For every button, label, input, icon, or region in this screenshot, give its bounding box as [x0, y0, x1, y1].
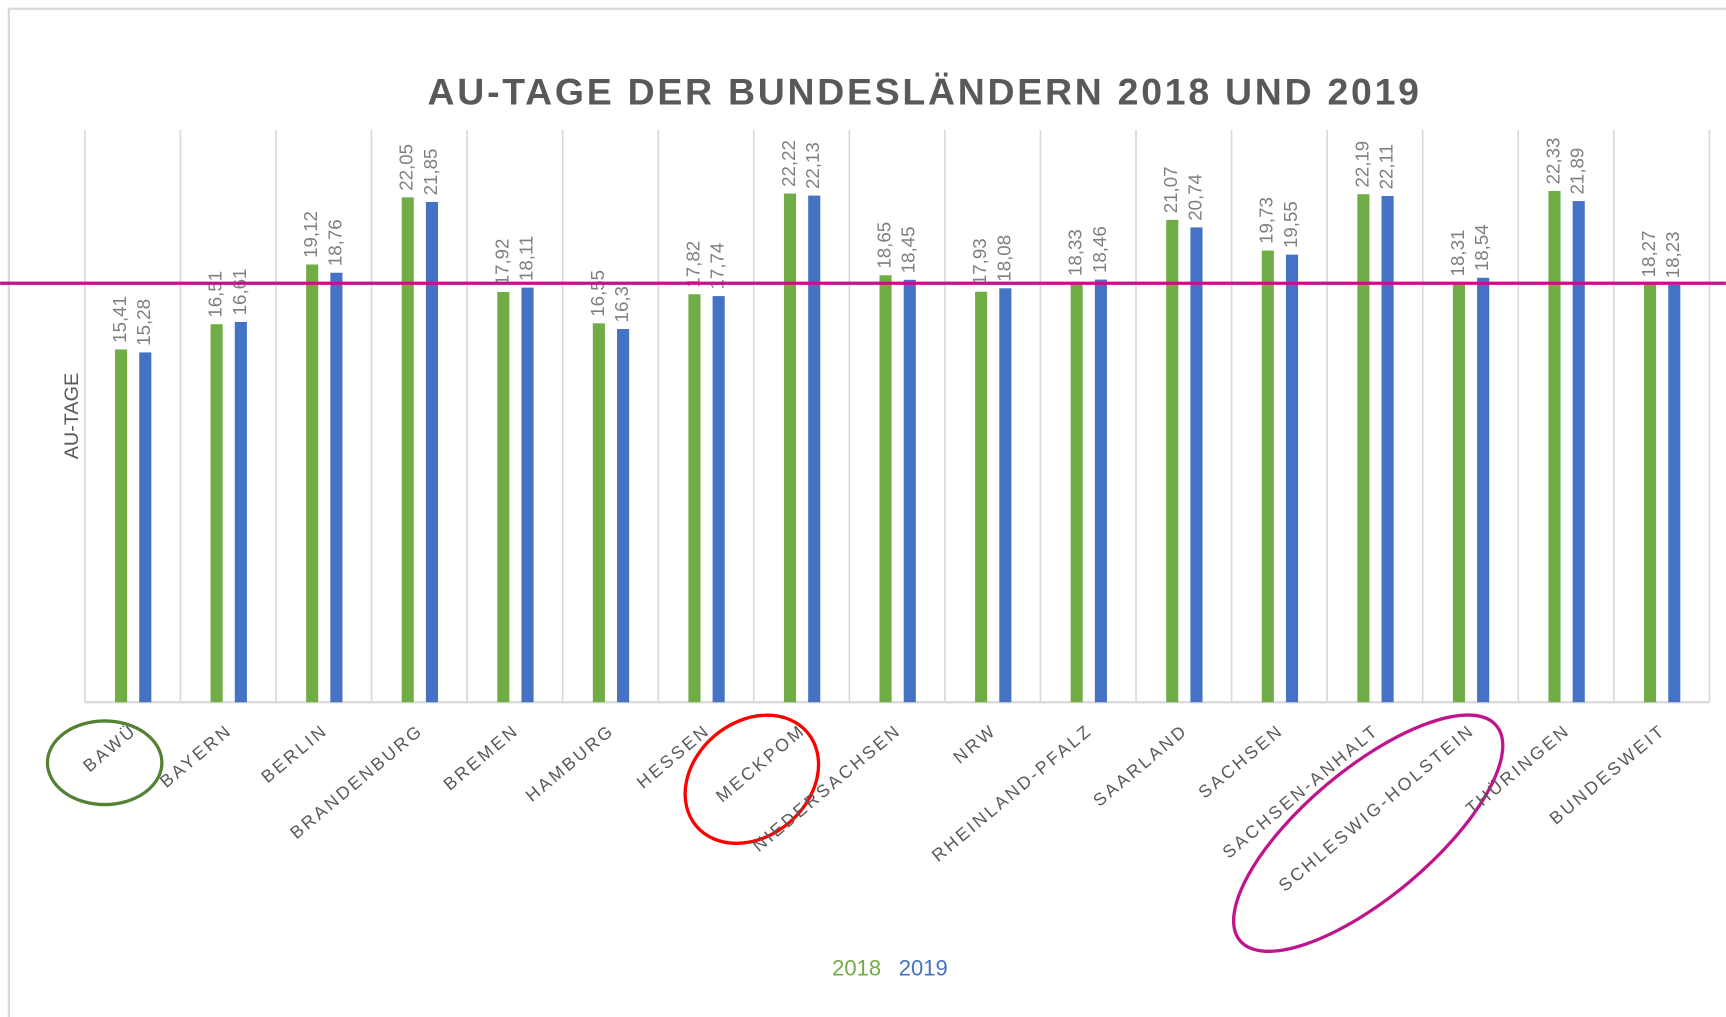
- value-label: 20,74: [1184, 174, 1205, 221]
- bar: [999, 288, 1012, 703]
- bar: [688, 294, 701, 703]
- bar: [783, 193, 797, 703]
- y-axis-label: AU-TAGE: [61, 373, 83, 460]
- bar: [1644, 283, 1657, 703]
- chart-border: [7, 7, 1726, 1017]
- value-label: 18,11: [515, 236, 536, 281]
- bar: [1070, 282, 1083, 703]
- x-tick-label: SAARLAND: [1089, 720, 1191, 810]
- value-label: 22,22: [778, 140, 799, 187]
- value-label: 22,05: [396, 144, 417, 191]
- bar: [879, 275, 892, 703]
- bar: [521, 287, 534, 703]
- bar: [1668, 284, 1681, 703]
- bar: [1190, 227, 1203, 703]
- bar: [1477, 277, 1490, 703]
- bar: [1381, 196, 1394, 703]
- value-label: 19,73: [1256, 197, 1277, 244]
- value-label: 16,51: [205, 271, 226, 318]
- bar: [1166, 219, 1179, 703]
- bar: [808, 195, 821, 703]
- value-label: 21,85: [420, 149, 441, 196]
- value-label: 19,55: [1280, 201, 1301, 248]
- value-label: 18,65: [874, 222, 895, 269]
- highlight-circle: [45, 719, 164, 807]
- bar: [234, 321, 247, 703]
- bar: [425, 201, 439, 703]
- value-label: 21,07: [1160, 166, 1181, 213]
- bar: [1548, 191, 1561, 703]
- bar: [330, 272, 343, 703]
- x-tick-label: SACHSEN-ANHALT: [1218, 720, 1382, 862]
- value-label: 16,61: [229, 269, 250, 316]
- value-label: 17,93: [969, 238, 990, 285]
- value-label: 17,82: [682, 241, 703, 288]
- bar: [306, 264, 319, 703]
- value-label: 15,41: [109, 296, 130, 343]
- x-tick-label: NRW: [949, 720, 1000, 767]
- value-label: 18,33: [1065, 229, 1086, 276]
- bar: [592, 323, 605, 703]
- value-label: 17,92: [491, 239, 512, 286]
- legend-label: 2019: [899, 955, 948, 980]
- bar: [903, 279, 916, 703]
- bar: [617, 329, 630, 703]
- bar: [210, 324, 223, 703]
- highlight-circle: [683, 713, 821, 845]
- value-label: 16,3: [611, 286, 632, 322]
- value-label: 18,76: [324, 219, 345, 266]
- bar: [1094, 279, 1107, 703]
- value-label: 15,28: [133, 299, 154, 346]
- x-tick-label: MECKPOM: [712, 720, 809, 806]
- bar: [1357, 194, 1370, 703]
- value-label: 19,12: [300, 211, 321, 258]
- value-label: 18,23: [1662, 231, 1683, 278]
- chart-title: AU-TAGE DER BUNDESLÄNDERN 2018 UND 2019: [428, 71, 1422, 113]
- value-label: 22,33: [1542, 138, 1563, 185]
- value-label: 18,45: [898, 226, 919, 273]
- value-label: 18,54: [1471, 224, 1492, 271]
- value-label: 22,19: [1351, 141, 1372, 188]
- bar: [712, 296, 725, 703]
- x-tick-label: HESSEN: [633, 720, 714, 792]
- x-tick-label: RHEINLAND-PFALZ: [928, 720, 1096, 866]
- x-tick-label: HAMBURG: [522, 720, 619, 806]
- legend-label: 2018: [832, 955, 881, 980]
- value-label: 17,74: [707, 243, 728, 290]
- bar: [1285, 254, 1299, 703]
- bar: [1572, 201, 1585, 703]
- bar: [115, 349, 128, 703]
- bar: [1261, 250, 1274, 703]
- highlight-circle: [1231, 713, 1505, 953]
- value-label: 21,89: [1567, 148, 1588, 195]
- bar: [975, 291, 988, 703]
- bar: [401, 197, 414, 703]
- value-label: 18,46: [1089, 226, 1110, 273]
- value-label: 18,27: [1638, 231, 1659, 278]
- x-tick-label: SACHSEN: [1194, 720, 1287, 802]
- value-label: 16,55: [587, 270, 608, 317]
- bar: [1452, 283, 1465, 703]
- value-label: 22,11: [1376, 144, 1397, 189]
- x-tick-label: BAYERN: [156, 720, 236, 792]
- x-tick-label: SCHLESWIG-HOLSTEIN: [1275, 720, 1479, 895]
- bar: [497, 291, 510, 703]
- x-tick-label: BERLIN: [257, 720, 331, 787]
- bar: [139, 352, 152, 703]
- value-label: 18,08: [993, 235, 1014, 282]
- x-tick-label: BAWÜ: [79, 720, 140, 776]
- x-tick-label: BREMEN: [439, 720, 522, 794]
- value-label: 22,13: [802, 142, 823, 189]
- value-label: 18,31: [1447, 230, 1468, 277]
